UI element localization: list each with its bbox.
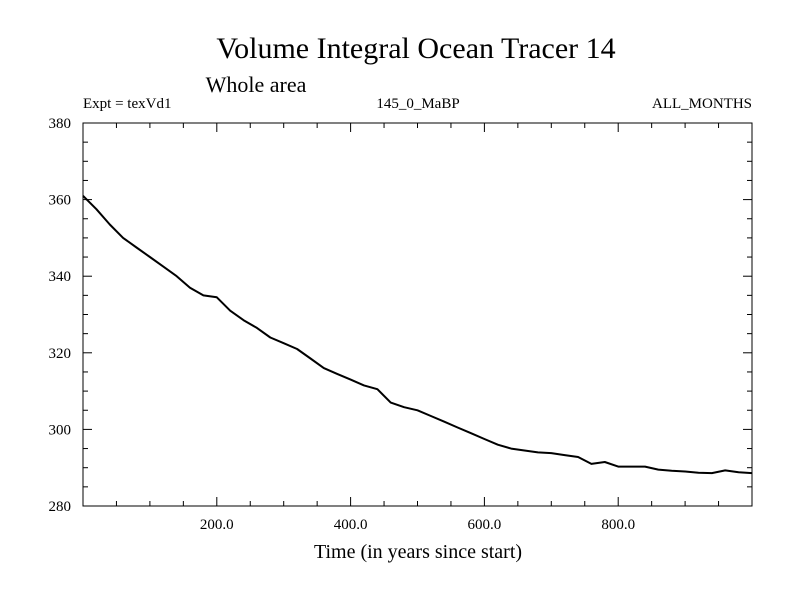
- series-line: [82, 195, 753, 475]
- y-tick-label: 280: [49, 499, 72, 515]
- chart-subtitle: Whole area: [206, 72, 307, 97]
- x-tick-label: 200.0: [200, 517, 234, 533]
- y-tick-label: 380: [49, 116, 72, 132]
- expt-label: Expt = texVd1: [83, 96, 171, 112]
- axis-tick-labels: 200.0 400.0 600.0 800.0 280 300 320 340 360 380: [49, 116, 636, 533]
- x-tick-label: 600.0: [468, 517, 502, 533]
- x-tick-label: 400.0: [334, 517, 368, 533]
- plot-frame: [82, 122, 753, 507]
- y-tick-label: 360: [49, 193, 72, 209]
- y-tick-label: 320: [49, 346, 72, 362]
- x-tick-label: 800.0: [601, 517, 635, 533]
- months-label: ALL_MONTHS: [652, 96, 752, 112]
- period-label: 145_0_MaBP: [376, 96, 459, 112]
- x-axis-label: Time (in years since start): [314, 541, 522, 563]
- y-tick-label: 300: [49, 422, 72, 438]
- axis-ticks: [83, 123, 752, 506]
- chart-title: Volume Integral Ocean Tracer 14: [216, 32, 615, 65]
- y-tick-label: 340: [49, 269, 72, 285]
